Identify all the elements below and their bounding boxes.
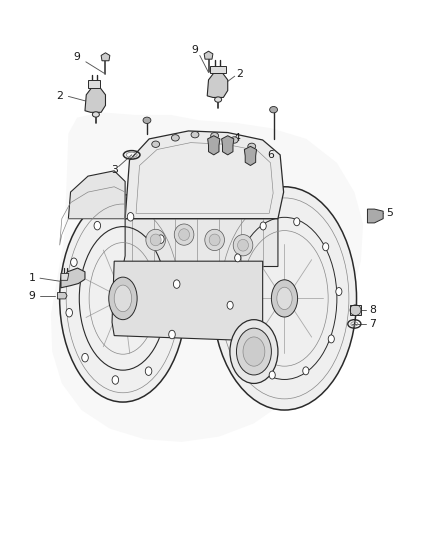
Ellipse shape (323, 243, 329, 251)
Ellipse shape (152, 141, 159, 148)
Text: 1: 1 (29, 273, 35, 283)
Ellipse shape (209, 234, 220, 246)
Ellipse shape (248, 143, 256, 150)
Polygon shape (68, 171, 125, 219)
Text: 5: 5 (386, 208, 393, 219)
Ellipse shape (112, 376, 119, 384)
Ellipse shape (191, 132, 199, 138)
Ellipse shape (233, 235, 253, 256)
Ellipse shape (272, 280, 297, 317)
Ellipse shape (92, 112, 99, 117)
Text: 8: 8 (369, 305, 376, 315)
Ellipse shape (215, 97, 222, 102)
Polygon shape (85, 88, 106, 112)
Ellipse shape (294, 218, 300, 225)
Ellipse shape (237, 328, 272, 375)
Ellipse shape (270, 107, 278, 113)
Polygon shape (125, 131, 284, 219)
Polygon shape (204, 51, 213, 59)
Polygon shape (210, 66, 226, 73)
Text: 7: 7 (369, 319, 376, 329)
Ellipse shape (109, 277, 137, 320)
Ellipse shape (211, 133, 219, 139)
Polygon shape (61, 273, 69, 280)
Ellipse shape (230, 320, 278, 383)
Ellipse shape (260, 222, 266, 230)
Ellipse shape (158, 235, 164, 244)
Text: 2: 2 (237, 69, 244, 79)
Polygon shape (57, 293, 67, 299)
Polygon shape (207, 73, 228, 98)
Ellipse shape (82, 353, 88, 362)
Text: 2: 2 (56, 91, 63, 101)
Ellipse shape (240, 346, 246, 354)
Polygon shape (367, 209, 383, 223)
Ellipse shape (173, 280, 180, 288)
Ellipse shape (145, 367, 152, 375)
Polygon shape (51, 112, 363, 442)
Ellipse shape (171, 135, 179, 141)
Polygon shape (88, 80, 100, 88)
Ellipse shape (71, 258, 77, 266)
Polygon shape (350, 305, 361, 316)
Polygon shape (208, 136, 220, 155)
Ellipse shape (146, 229, 166, 251)
Ellipse shape (277, 287, 292, 310)
Ellipse shape (243, 337, 265, 366)
Ellipse shape (114, 285, 132, 312)
Text: 6: 6 (267, 150, 274, 160)
Ellipse shape (127, 213, 134, 221)
Text: 9: 9 (29, 290, 35, 301)
Ellipse shape (328, 335, 334, 343)
Ellipse shape (179, 229, 190, 240)
Ellipse shape (303, 367, 309, 375)
Polygon shape (123, 219, 278, 266)
Ellipse shape (205, 229, 224, 251)
Polygon shape (112, 261, 263, 341)
Ellipse shape (212, 187, 357, 410)
Ellipse shape (269, 371, 275, 379)
Ellipse shape (60, 195, 186, 402)
Polygon shape (222, 136, 234, 155)
Polygon shape (244, 147, 257, 165)
Ellipse shape (143, 117, 151, 124)
Polygon shape (61, 268, 85, 288)
Ellipse shape (227, 301, 233, 309)
Ellipse shape (237, 239, 248, 251)
Ellipse shape (235, 254, 241, 262)
Polygon shape (101, 53, 110, 61)
Ellipse shape (336, 287, 342, 295)
Text: 4: 4 (233, 133, 240, 143)
Ellipse shape (94, 221, 101, 230)
Text: 3: 3 (111, 165, 118, 175)
Ellipse shape (150, 234, 161, 246)
Ellipse shape (230, 137, 238, 143)
Text: 9: 9 (191, 45, 198, 54)
Text: 9: 9 (74, 52, 81, 61)
Ellipse shape (174, 224, 194, 245)
Ellipse shape (66, 309, 72, 317)
Ellipse shape (169, 330, 175, 339)
